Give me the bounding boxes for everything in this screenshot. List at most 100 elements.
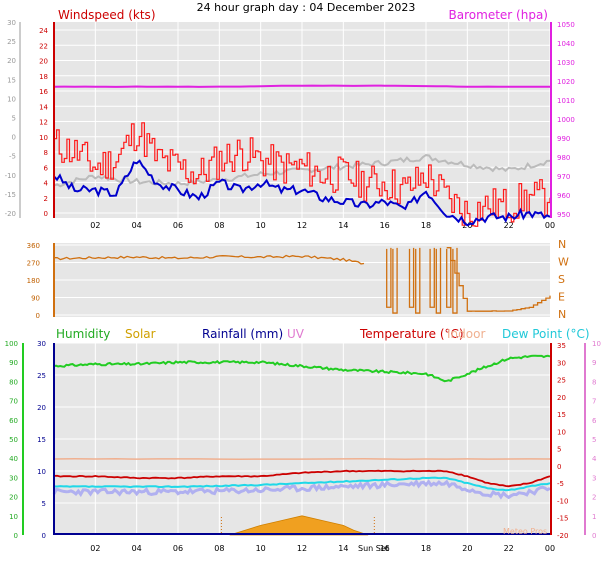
rainfall-tick-label: 10 [37,468,46,476]
baro-tick-label: 960 [557,192,570,200]
uv-tick-label: 9 [592,359,596,367]
wind-x-tick-label: 08 [214,221,224,230]
baro-tick-label: 1050 [557,21,575,29]
legend-uv: UV [287,327,305,341]
baro-tick-label: 1040 [557,40,575,48]
wind-x-tick-label: 12 [297,221,307,230]
wind-outer-tick-label: 25 [7,38,16,46]
wind-left-tick-label: 18 [39,73,48,81]
wind-left-tick-label: 2 [44,195,48,203]
direction-right-tick-label: E [558,291,565,304]
baro-right-axis: 1050 1040 1030 1020 1010 1000 990 980 970 960 950 [557,21,575,219]
baro-tick-label: 1030 [557,59,575,67]
wind-outer-tick-label: -15 [5,191,16,199]
wind-x-tick-label: 10 [256,221,266,230]
rainfall-tick-label: 5 [42,500,46,508]
rainfall-tick-label: 15 [37,436,46,444]
temperature-tick-label: 5 [557,446,561,454]
legend-humidity: Humidity [56,327,110,341]
wind-x-tick-label: 06 [173,221,183,230]
wind-left-tick-label: 22 [39,42,48,50]
barometer-label: Barometer (hpa) [449,8,548,22]
legend-dewpoint: Dew Point (°C) [502,327,590,341]
temperature-tick-label: 20 [557,394,566,402]
humidity-tick-label: 20 [9,494,18,502]
temp-x-tick-label: 18 [421,544,431,553]
uv-tick-label: 2 [592,494,596,502]
temperature-tick-label: 30 [557,359,566,367]
legend-rainfall: Rainfall (mm) [202,327,283,341]
humidity-tick-label: 70 [9,398,18,406]
temp-x-tick-label: 02 [90,544,100,553]
direction-right-tick-label: S [558,273,565,286]
humidity-tick-label: 60 [9,417,18,425]
humidity-line [53,354,551,383]
direction-right-tick-label: N [558,308,566,321]
humidity-tick-label: 80 [9,378,18,386]
uv-tick-label: 0 [592,532,596,540]
temp-x-tick-label: 16 [380,544,390,553]
direction-spikes [386,247,458,314]
humidity-tick-label: 30 [9,474,18,482]
temperature-tick-label: 15 [557,411,566,419]
temp-x-tick-label: 04 [132,544,142,553]
legend-solar: Solar [125,327,156,341]
wind-left-tick-label: 8 [44,149,48,157]
rainfall-tick-label: 20 [37,404,46,412]
temperature-tick-label: -15 [557,515,568,523]
wind-left-tick-label: 6 [44,164,49,172]
wind-left-tick-label: 0 [44,210,48,218]
wind-outer-tick-label: 20 [7,57,16,65]
humidity-tick-label: 50 [9,436,18,444]
wind-left-tick-label: 20 [39,58,48,66]
wind-left-tick-label: 24 [39,27,48,35]
wind-outer-tick-label: -5 [9,153,16,161]
legend-temperature: Temperature (°C) [359,327,464,341]
wind-x-tick-label: 02 [90,221,100,230]
baro-tick-label: 970 [557,173,570,181]
baro-tick-label: 990 [557,135,570,143]
wind-average-line [53,159,551,227]
wind-outer-tick-label: -10 [5,172,16,180]
wind-outer-tick-label: -20 [5,210,16,218]
uv-tick-label: 8 [592,378,596,386]
wind-outer-tick-label: 0 [12,134,16,142]
temperature-axis: 35 30 25 20 15 10 5 0 -5 -10 -15 -20 [557,342,568,540]
direction-right-tick-label: N [558,238,566,251]
temperature-tick-label: 25 [557,377,566,385]
rainfall-tick-label: 30 [37,340,46,348]
temp-x-tick-label: 06 [173,544,183,553]
humidity-tick-label: 100 [5,340,18,348]
windspeed-label: Windspeed (kts) [58,8,156,22]
wind-left-tick-label: 10 [39,134,48,142]
humidity-tick-label: 0 [14,532,18,540]
temperature-tick-label: -20 [557,532,568,540]
temperature-tick-label: 35 [557,342,566,350]
wind-outer-tick-label: 5 [12,115,16,123]
wind-x-tick-label: 22 [504,221,514,230]
temperature-tick-label: 0 [557,463,561,471]
dewpoint-line [53,476,551,492]
temperature-tick-label: -10 [557,497,568,505]
wind-left-tick-label: 14 [39,103,48,111]
temp-x-tick-label: 22 [504,544,514,553]
wind-outer-tick-label: 30 [7,19,16,27]
temperature-tick-label: 10 [557,428,566,436]
baro-tick-label: 950 [557,211,570,219]
direction-right-tick-label: W [558,256,569,269]
temp-legend: Humidity Solar Rainfall (mm) UV Temperat… [56,327,590,341]
temperature-tick-label: -5 [557,480,564,488]
wind-outer-axis: 30 25 20 15 10 5 0 -5 -10 -15 -20 [5,19,16,218]
barometer-line [53,84,550,88]
direction-left-axis: 360 270 180 90 0 [27,242,550,320]
solar-area [229,515,369,536]
baro-tick-label: 1020 [557,78,575,86]
direction-line [53,254,365,265]
temperature-line [53,469,551,488]
dewpoint-range [52,478,551,500]
uv-tick-label: 3 [592,474,596,482]
